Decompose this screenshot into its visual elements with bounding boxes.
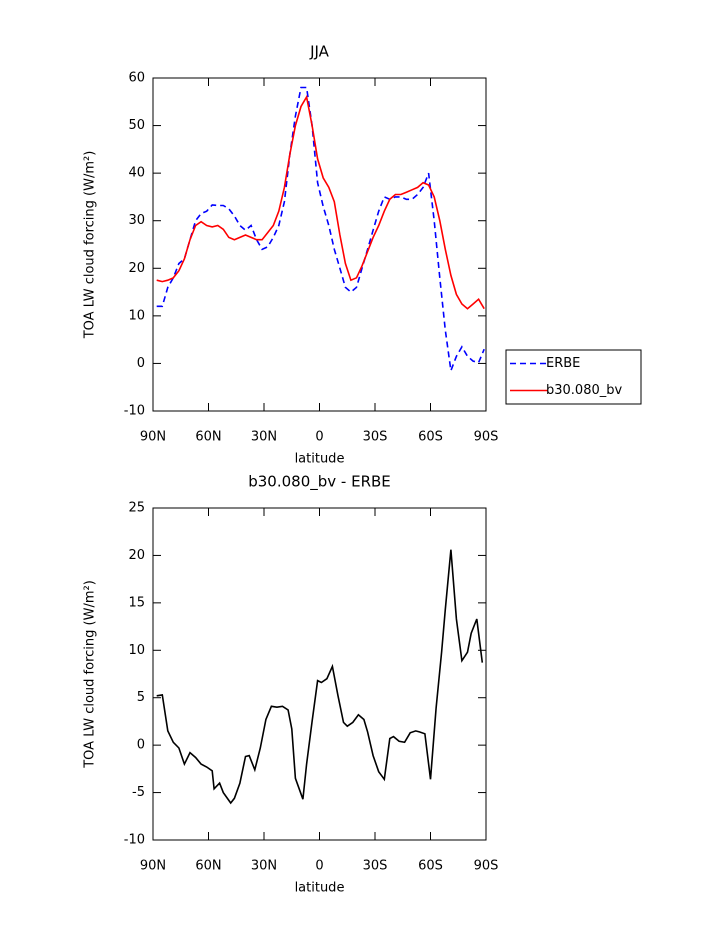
x-tick-label: 60S (418, 859, 443, 874)
plot-frame (152, 507, 487, 841)
y-tick-label: -5 (132, 785, 145, 800)
y-tick-label: -10 (124, 833, 145, 848)
y-tick-label: 20 (128, 548, 145, 563)
x-tick-label: 90N (140, 430, 166, 445)
plot-frame (152, 77, 487, 412)
x-tick-label: 60S (418, 430, 443, 445)
y-tick-label: 10 (128, 308, 145, 323)
y-axis-label: TOA LW cloud forcing (W/m²) (83, 151, 98, 340)
x-tick-label: 30S (363, 430, 388, 445)
legend-label: ERBE (546, 356, 580, 371)
y-tick-label: 0 (137, 356, 145, 371)
legend-label: b30.080_bv (546, 383, 622, 398)
y-tick-label: 40 (128, 166, 145, 181)
chart-title: JJA (309, 43, 330, 61)
y-tick-label: 25 (128, 501, 145, 516)
y-tick-label: 20 (128, 261, 145, 276)
x-axis-label: latitude (295, 452, 345, 467)
plot: b30.080_bv - ERBE -10 -5 0 5 10 15 20 25 90N 60N 30… (83, 473, 499, 896)
series-line (156, 86, 485, 371)
y-tick-label: 5 (137, 690, 145, 705)
y-tick-label: 60 (128, 71, 145, 86)
x-tick-label: 60N (195, 430, 221, 445)
y-tick-label: 30 (128, 213, 145, 228)
x-tick-label: 30S (363, 859, 388, 874)
x-tick-label: 90S (474, 430, 499, 445)
x-tick-label: 90N (140, 859, 166, 874)
series-line (156, 549, 484, 805)
x-tick-label: 0 (315, 430, 323, 445)
x-tick-label: 30N (251, 430, 277, 445)
y-tick-label: 50 (128, 118, 145, 133)
series-line (156, 94, 485, 310)
y-axis-label: TOA LW cloud forcing (W/m²) (83, 580, 98, 769)
x-axis-label: latitude (295, 881, 345, 896)
y-tick-label: 15 (128, 595, 145, 610)
x-tick-label: 90S (474, 859, 499, 874)
chart-title: b30.080_bv - ERBE (248, 473, 391, 492)
x-tick-label: 0 (315, 859, 323, 874)
y-tick-label: 0 (137, 738, 145, 753)
legend-box (505, 349, 642, 405)
y-tick-label: -10 (124, 404, 145, 419)
x-tick-label: 30N (251, 859, 277, 874)
plot: JJA -10 0 10 20 30 40 50 60 90N 60N 30N 0 30S 60S 90S la… (83, 43, 642, 467)
x-tick-label: 60N (195, 859, 221, 874)
y-tick-label: 10 (128, 643, 145, 658)
